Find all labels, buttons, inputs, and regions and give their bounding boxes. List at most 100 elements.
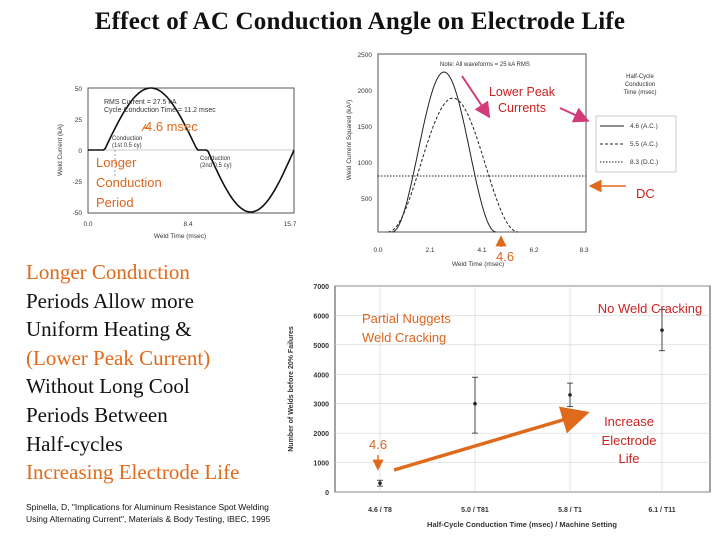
chart3-point [377,479,383,487]
chart1-xtick: 8.4 [183,221,192,228]
main-statement: Longer Conduction Periods Allow more Uni… [26,258,296,487]
chart2-ytick: 1000 [358,160,373,167]
page-title: Effect of AC Conduction Angle on Electro… [94,8,626,35]
chart1-frame [87,87,295,214]
ann-4-6-chart2: 4.6 [496,249,514,264]
chart3-grid [335,285,710,493]
chart3-ytick: 0 [325,490,329,497]
chart1-ylabel: Weld Current (kA) [57,124,64,176]
chart1-cond2b-label: (2nd 0.5 cy) [200,163,232,169]
chart3-ytick: 3000 [313,402,329,409]
chart3-marker [473,401,477,406]
chart2-yticks: 2500 2000 1500 1000 500 [358,52,373,203]
chart3-ytick: 4000 [313,372,329,379]
chart1-xtick: 15.7 [284,221,297,228]
legend-title: Time (msec) [623,90,656,96]
chart2-xtick: 0.0 [373,247,382,254]
chart3-ytick: 7000 [313,284,329,291]
chart1-xlabel: Weld Time (msec) [154,233,206,240]
ann-electrode: Electrode [602,433,657,448]
chart3-xtick: 5.0 / T81 [461,507,489,514]
chart2-curve-4-6 [391,71,497,233]
chart3-ytick: 2000 [313,431,329,438]
chart1-ytick: -25 [73,179,83,186]
chart-electrode-life: 7000 6000 5000 4000 3000 2000 1000 0 4.6 / T8 5.… [288,284,711,529]
chart2-note: Note: All waveforms = 25 kA RMS [440,62,530,68]
chart-current-squared: Note: All waveforms = 25 kA RMS 2500 200… [346,52,677,268]
chart2-xtick: 4.1 [477,247,486,254]
chart3-point [472,376,478,434]
chart1-cond1-label: Conduction [112,136,142,142]
legend-item: 5.5 (A.C.) [630,141,658,148]
ann-no-weld-cracking: No Weld Cracking [598,301,703,316]
legend-item: 4.6 (A.C.) [630,123,658,130]
statement-line: Periods Between [26,402,168,427]
chart1-cond1b-label: (1st 0.5 cy) [112,143,142,149]
ann-weld-cracking: Weld Cracking [362,330,446,345]
statement-line: (Lower Peak Current) [26,345,211,370]
ann-conduction: Conduction [96,175,162,190]
chart3-frame [334,285,711,493]
chart2-ylabel: Weld Current Squared (kA²) [346,100,353,180]
chart1-xticks: 0.0 8.4 15.7 [83,221,296,228]
arrow-lower-peak-left [461,75,491,119]
chart2-ytick: 1500 [358,124,373,131]
chart3-yticks: 7000 6000 5000 4000 3000 2000 1000 0 [313,284,329,497]
chart3-marker [660,328,664,332]
chart2-legend: Half-Cycle Conduction Time (msec) 4.6 (A… [595,74,677,173]
ann-4-6-msec: 4.6 msec [145,119,198,134]
chart1-ytick: 25 [75,117,83,124]
statement-line: Half-cycles [26,431,123,456]
chart1-cond2-label: Conduction [200,156,230,162]
ann-increase: Increase [604,414,654,429]
chart1-current-curve [88,87,295,213]
statement-line: Uniform Heating & [26,317,192,342]
chart1-yticks: 50 25 0 -25 -50 [73,86,83,217]
chart3-xticks: 4.6 / T8 5.0 / T81 5.8 / T1 6.1 / T11 [368,507,676,514]
chart3-xtick: 6.1 / T11 [648,507,675,514]
ann-lower-peak: Lower Peak [489,85,556,99]
chart3-ytick: 5000 [313,343,329,350]
chart2-frame [377,53,587,233]
statement-line: Without Long Cool [26,374,190,399]
chart2-curve-5-5 [387,97,519,233]
legend-item: 8.3 (D.C.) [630,159,658,166]
statement-line: Periods Allow more [26,288,194,313]
chart3-marker [378,481,382,485]
ann-period: Period [96,195,134,210]
arrow-lower-peak-right [559,107,590,123]
chart3-points [377,309,665,487]
chart1-ytick: 50 [75,86,83,93]
chart3-xtick: 5.8 / T1 [558,507,582,514]
chart3-ytick: 1000 [313,461,329,468]
chart2-ytick: 500 [361,196,372,203]
chart2-xtick: 2.1 [425,247,434,254]
citation: Spinella, D, "Implications for Aluminum … [26,502,271,524]
chart1-ytick: -50 [73,210,83,217]
ann-longer: Longer [96,155,137,170]
legend-title: Conduction [625,82,655,88]
legend-title: Half-Cycle [626,74,654,80]
statement-line: Longer Conduction [26,260,190,284]
chart3-ytick: 6000 [313,313,329,320]
chart1-rms-note: RMS Current = 27.5 kA [104,99,177,106]
ann-4-6-chart3: 4.6 [369,437,387,452]
chart3-ylabel: Number of Welds before 20% Failures [288,326,295,452]
chart2-xlabel: Weld Time (msec) [452,261,504,268]
chart3-marker [568,393,572,397]
chart2-xtick: 8.3 [579,247,588,254]
ann-currents: Currents [498,101,546,115]
ann-life: Life [619,451,640,466]
chart2-ytick: 2500 [358,52,373,59]
arrow-increase-life [393,406,590,472]
ann-partial-nuggets: Partial Nuggets [362,311,451,326]
chart3-xtick: 4.6 / T8 [368,507,392,514]
chart1-ytick: 0 [78,148,82,155]
chart3-point [659,309,665,352]
chart2-ytick: 2000 [358,88,373,95]
statement-line: Increasing Electrode Life [26,460,240,485]
ann-dc: DC [636,186,655,201]
chart-current-waveform: RMS Current = 27.5 kA Cycle Conduction T… [57,86,297,240]
chart1-xtick: 0.0 [83,221,92,228]
